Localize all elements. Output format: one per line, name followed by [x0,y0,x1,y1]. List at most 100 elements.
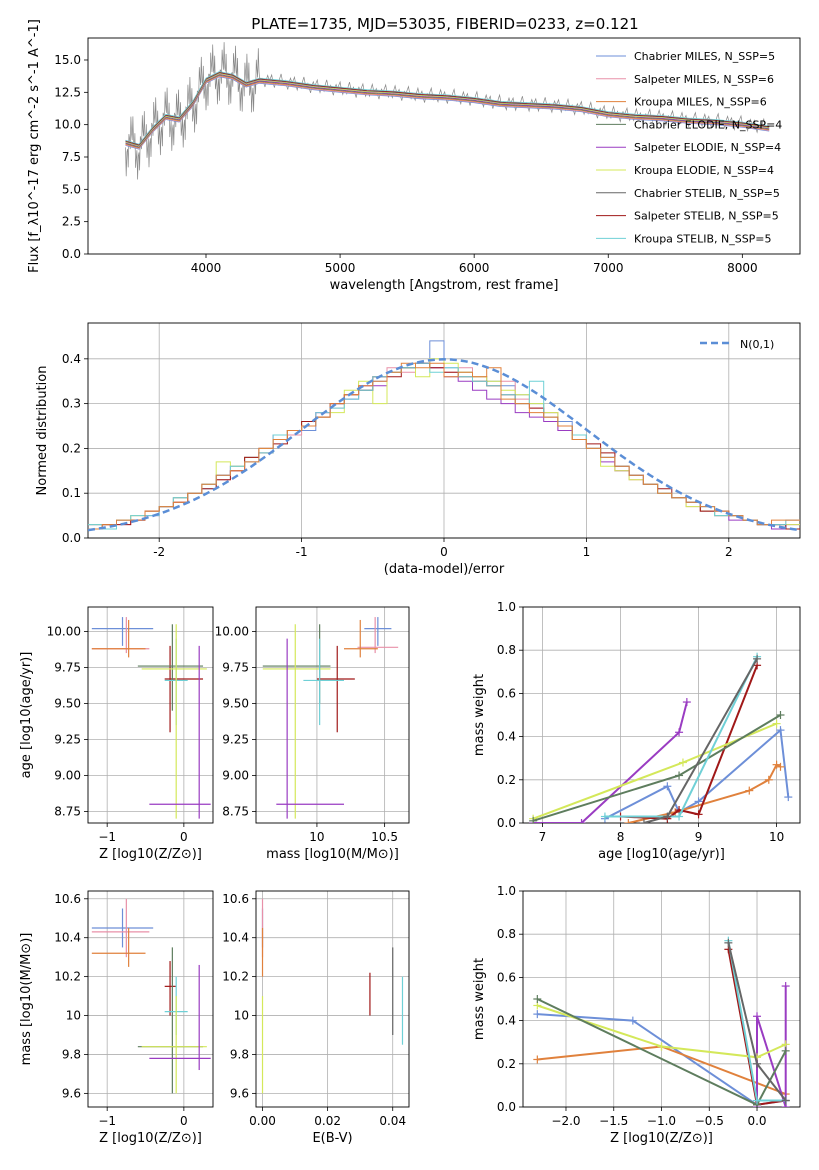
spectrum-legend: Chabrier MILES, N_SSP=5 Salpeter MILES, N… [596,50,782,245]
weight-vs-Z-ytick-label: 0.6 [497,970,516,984]
mass-vs-EBV-ytick-label: 10.2 [222,970,249,984]
weight-vs-Z-xtick-label: 0.0 [747,1114,766,1128]
residuals-plot [88,340,800,532]
weight-vs-age-ytick-label: 1.0 [497,600,516,614]
residuals-xtick-label: -1 [296,545,308,559]
spectrum-ytick-label: 15.0 [54,53,81,67]
spectrum-ytick-label: 5.0 [62,182,81,196]
mass-vs-EBV-ytick-label: 10.4 [222,931,249,945]
weight-vs-age-ytick-label: 0.2 [497,773,516,787]
weight-line [533,701,688,823]
weight-vs-age-axes: 7 8 9 10 0.0 0.2 0.4 0.6 0.8 1.0 age [log10(age/yr… [472,600,801,862]
age-vs-Z-xtick-label: 0 [180,830,188,844]
age-vs-mass-ytick-label: 10.00 [215,624,249,638]
spectrum-xtick-label: 6000 [459,261,490,275]
mass-vs-Z-xtick-label: −1 [98,1114,116,1128]
spectrum-model-line [125,76,770,150]
residuals-ytick-label: 0.2 [62,441,81,455]
residuals-ytick-label: 0.3 [62,397,81,411]
legend-label: N(0,1) [740,338,774,351]
weight-vs-age-ytick-label: 0.8 [497,643,516,657]
weight-vs-Z-grid [523,890,800,1108]
age-vs-mass-grid [256,607,409,823]
spectrum-ytick-label: 10.0 [54,118,81,132]
mass-vs-Z-ytick-label: 9.8 [62,1047,81,1061]
age-vs-mass-ytick-label: 9.25 [222,732,249,746]
age-vs-Z-ytick-label: 9.00 [54,768,81,782]
spectrum-ytick-label: 7.5 [62,150,81,164]
weight-vs-Z-plot [533,936,790,1107]
age-vs-Z-ytick-label: 9.25 [54,732,81,746]
age-vs-Z-axes: −1 0 8.75 9.00 9.25 9.50 9.75 10.00 Z [log10(Z/Z… [19,606,214,862]
spectrum-model-line [125,73,770,148]
residuals-xtick-label: 1 [583,545,591,559]
age-vs-Z-plot [91,617,211,819]
weight-vs-age-xtick-label: 10 [769,830,784,844]
mass-vs-EBV-ticks: 0.00 0.02 0.04 9.6 9.8 10 10.2 10.4 10.6 [222,892,406,1128]
weight-vs-age-ytick-label: 0.6 [497,686,516,700]
age-vs-mass-xtick-label: 10.5 [371,830,398,844]
weight-vs-age-plot [529,652,793,823]
spectrum-xlabel: wavelength [Angstrom, rest frame] [330,278,559,293]
age-vs-Z-ticks: −1 0 8.75 9.00 9.25 9.50 9.75 10.00 [47,624,188,844]
age-vs-mass-ytick-label: 8.75 [222,804,249,818]
weight-vs-Z-axes: −2.0 −1.5 −1.0 −0.5 0.0 0.0 0.2 0.4 0.6 0.8 1.0 Z [… [472,884,801,1146]
legend-label: Chabrier STELIB, N_SSP=5 [634,187,780,200]
age-vs-mass-xtick-label: 10 [309,830,324,844]
age-vs-Z-xlabel: Z [log10(Z/Z⊙)] [99,847,202,862]
spectrum-plot [125,42,770,180]
residuals-ytick-label: 0.4 [62,352,81,366]
legend-label: Salpeter ELODIE, N_SSP=4 [634,141,781,154]
mass-vs-Z-ytick-label: 10.6 [54,892,81,906]
mass-vs-Z-xlabel: Z [log10(Z/Z⊙)] [99,1131,202,1146]
age-vs-mass-axes: 10 10.5 8.75 9.00 9.25 9.50 9.75 10.00 mass [log… [215,606,410,862]
residuals-xtick-label: 0 [440,545,448,559]
residuals-legend: N(0,1) [700,338,774,351]
weight-vs-age-ylabel: mass weight [472,674,487,756]
weight-vs-Z-xtick-label: −0.5 [695,1114,724,1128]
mass-vs-EBV-xtick-label: 0.04 [379,1114,406,1128]
weight-line [604,728,790,820]
mass-vs-EBV-frame [255,890,410,1108]
age-vs-mass-ytick-label: 9.75 [222,660,249,674]
mass-vs-EBV-ytick-label: 9.8 [230,1047,249,1061]
legend-label: Kroupa ELODIE, N_SSP=4 [634,164,774,177]
age-vs-Z-frame [87,606,214,824]
residuals-xtick-label: -2 [153,545,165,559]
mass-vs-EBV-xlabel: E(B-V) [312,1131,352,1146]
mass-vs-EBV-xtick-label: 0.00 [249,1114,276,1128]
mass-vs-Z-ytick-label: 9.6 [62,1086,81,1100]
age-vs-mass-plot [262,617,399,819]
mass-vs-Z-ylabel: mass [log10(M/M⊙)] [19,933,34,1066]
mass-vs-EBV-grid [256,891,409,1107]
legend-label: Chabrier MILES, N_SSP=5 [634,50,775,63]
mass-vs-Z-ytick-label: 10.4 [54,931,81,945]
mass-vs-Z-ytick-label: 10 [66,1009,81,1023]
legend-label: Kroupa MILES, N_SSP=6 [634,96,767,109]
weight-line [532,722,777,820]
mass-vs-Z-ytick-label: 10.2 [54,970,81,984]
age-vs-Z-grid [88,607,213,823]
residual-histogram [88,362,800,530]
weight-vs-Z-xtick-label: −2.0 [551,1114,580,1128]
spectrum-ticks: 4000 5000 6000 7000 8000 0.0 2.5 5.0 7.5 10.0 12.5… [54,53,757,275]
weight-vs-age-frame [522,606,801,824]
weight-vs-Z-xtick-label: −1.0 [647,1114,676,1128]
age-vs-mass-ytick-label: 9.50 [222,696,249,710]
weight-vs-age-xtick-label: 8 [617,830,625,844]
residuals-xlabel: (data-model)/error [384,562,505,577]
age-vs-mass-ytick-label: 9.00 [222,768,249,782]
age-vs-mass-ticks: 10 10.5 8.75 9.00 9.25 9.50 9.75 10.00 [215,624,398,844]
spectrum-frame [87,37,801,255]
mass-vs-EBV-ytick-label: 9.6 [230,1086,249,1100]
legend-label: Kroupa STELIB, N_SSP=5 [634,232,772,245]
age-vs-mass-frame [255,606,410,824]
weight-vs-Z-xtick-label: −1.5 [599,1114,628,1128]
age-vs-mass-xlabel: mass [log10(M/M⊙)] [266,847,399,862]
weight-vs-age-ticks: 7 8 9 10 0.0 0.2 0.4 0.6 0.8 1.0 [497,600,784,844]
weight-vs-age-ytick-label: 0.4 [497,730,516,744]
mass-vs-EBV-axes: 0.00 0.02 0.04 9.6 9.8 10 10.2 10.4 10.6 E(B-V) [222,890,410,1146]
residuals-xtick-label: 2 [725,545,733,559]
age-vs-Z-ytick-label: 10.00 [47,624,81,638]
